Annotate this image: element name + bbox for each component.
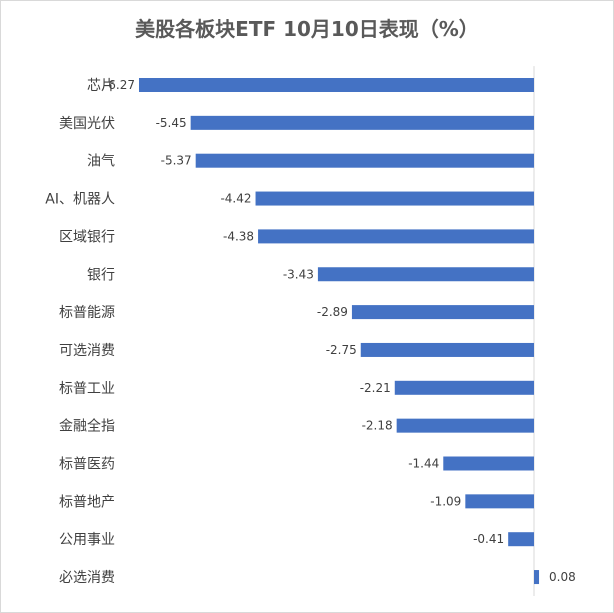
category-label: 芯片	[87, 78, 115, 94]
labels-layer: 芯片-6.27 美国光伏 -5.45 油气 -5.37 AI、机器人 -4.42 区域银行 -4…	[45, 78, 575, 586]
category-label: 标普地产	[59, 494, 115, 510]
bar	[258, 229, 534, 244]
bar	[443, 456, 534, 471]
category-label: 标普工业	[59, 381, 115, 397]
chart-title: 美股各板块ETF 10月10日表现（%）	[135, 17, 479, 41]
value-label: -2.75	[326, 343, 357, 357]
category-label: 美国光伏	[59, 116, 115, 132]
value-label: -2.89	[317, 305, 348, 319]
value-label: -2.18	[362, 419, 393, 433]
value-label: -1.09	[430, 494, 461, 508]
bar	[195, 153, 534, 168]
bar	[255, 191, 535, 206]
value-label: -5.45	[156, 116, 187, 130]
category-label: 必选消费	[59, 570, 115, 586]
bar	[360, 342, 534, 357]
category-label: 油气	[87, 154, 115, 170]
bar	[317, 267, 534, 282]
category-label: AI、机器人	[45, 192, 115, 208]
bar	[508, 532, 534, 547]
bar	[138, 78, 535, 92]
bar	[396, 418, 534, 433]
value-label: 0.08	[549, 570, 576, 584]
value-label: -3.43	[283, 267, 314, 281]
category-label: 公用事业	[59, 532, 115, 548]
category-label: 标普能源	[59, 305, 115, 321]
category-label: 可选消费	[59, 343, 115, 359]
category-label: 金融全指	[59, 418, 115, 435]
value-label: -4.42	[220, 192, 251, 206]
bar	[465, 494, 534, 509]
value-label: -4.38	[223, 229, 254, 243]
bar	[351, 305, 534, 320]
bar	[534, 570, 540, 585]
value-label: -1.44	[408, 457, 439, 471]
bar	[190, 115, 534, 130]
bars-layer	[138, 78, 540, 585]
value-label: -0.41	[473, 532, 504, 546]
value-label: -6.27	[104, 78, 135, 92]
bar	[394, 380, 534, 395]
category-label: 银行	[87, 267, 115, 283]
value-label: -5.37	[161, 154, 192, 168]
category-label: 区域银行	[59, 229, 115, 245]
category-label: 标普医药	[59, 457, 115, 473]
value-label: -2.21	[360, 381, 391, 395]
